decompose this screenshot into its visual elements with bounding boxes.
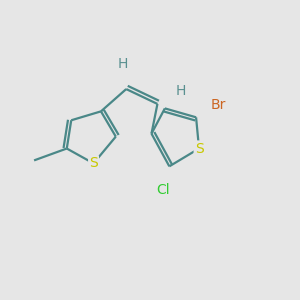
Text: Cl: Cl xyxy=(157,183,170,197)
Text: H: H xyxy=(176,84,186,98)
Text: H: H xyxy=(118,57,128,71)
Text: S: S xyxy=(89,156,98,170)
Text: S: S xyxy=(195,142,203,155)
Text: Br: Br xyxy=(211,98,226,112)
